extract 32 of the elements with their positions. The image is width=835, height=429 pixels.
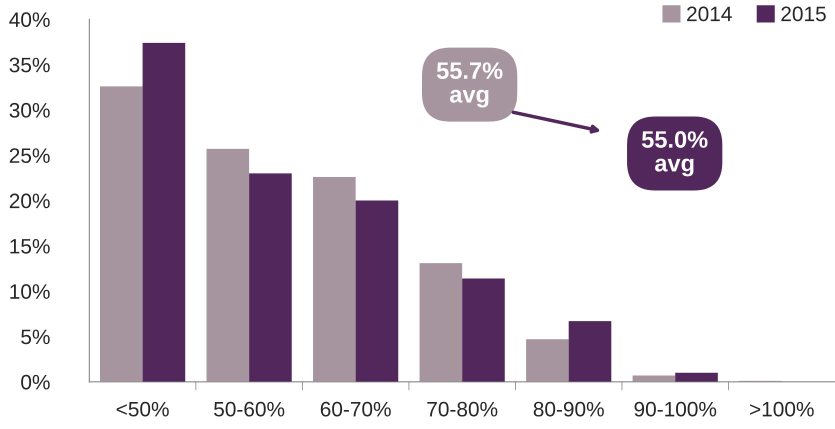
bar [206,148,250,382]
legend-label: 2015 [781,6,826,22]
bar [568,321,612,382]
annotation: 55.0% avg [642,131,708,176]
x-tick-label: >100% [750,402,814,417]
bar [313,176,356,382]
x-tick-label: 50-60% [214,402,284,417]
y-tick-label: 0% [21,374,50,390]
y-tick-label: 10% [10,284,50,299]
bar [526,339,569,382]
x-tick-label: 80-90% [534,402,604,417]
bar [249,173,292,382]
y-tick-label: 40% [9,12,50,28]
bar [420,263,462,382]
bar [100,86,143,382]
bar [142,42,186,382]
y-tick-label: 20% [10,194,50,208]
x-tick-label: <50% [116,402,169,417]
y-tick-label: 5% [21,330,50,344]
y-tick-label: 35% [10,58,50,72]
x-tick-label: 70-80% [427,402,498,417]
x-tick-label: 60-70% [320,402,391,417]
annotation: 55.7% avg [436,62,502,108]
legend-label: 2014 [687,6,732,22]
y-tick-label: 15% [10,238,50,254]
bar [675,372,718,382]
y-tick-label: 25% [10,148,50,163]
bar [462,278,505,382]
bar [632,375,676,382]
x-tick-label: 90-100% [634,402,716,417]
y-tick-label: 30% [10,102,50,118]
bar [356,200,398,382]
